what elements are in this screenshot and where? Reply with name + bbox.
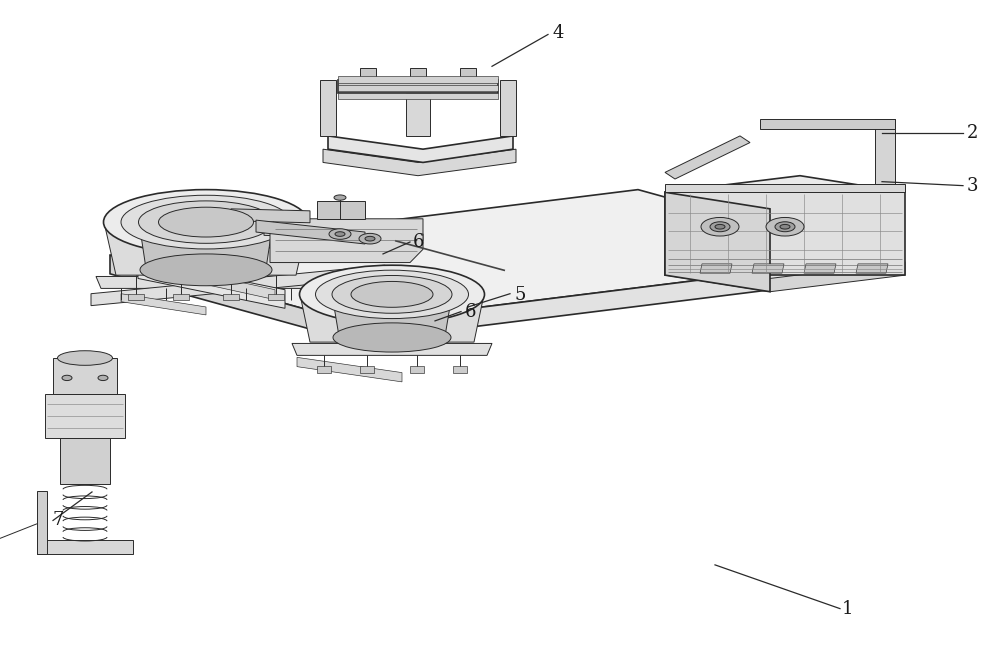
Polygon shape bbox=[460, 68, 476, 80]
Ellipse shape bbox=[365, 237, 375, 241]
Ellipse shape bbox=[104, 190, 308, 255]
Polygon shape bbox=[110, 255, 355, 341]
Ellipse shape bbox=[121, 195, 291, 249]
Text: 2: 2 bbox=[966, 123, 978, 142]
Ellipse shape bbox=[62, 375, 72, 381]
Polygon shape bbox=[37, 540, 133, 554]
Polygon shape bbox=[60, 438, 110, 484]
Polygon shape bbox=[231, 209, 310, 223]
Polygon shape bbox=[297, 357, 402, 382]
Ellipse shape bbox=[333, 323, 451, 352]
Ellipse shape bbox=[335, 232, 345, 236]
FancyBboxPatch shape bbox=[173, 294, 189, 300]
Ellipse shape bbox=[701, 217, 739, 236]
Ellipse shape bbox=[780, 224, 790, 229]
Polygon shape bbox=[332, 294, 452, 336]
Polygon shape bbox=[338, 93, 498, 99]
Ellipse shape bbox=[316, 270, 468, 318]
Polygon shape bbox=[355, 257, 883, 341]
Ellipse shape bbox=[58, 351, 112, 365]
Polygon shape bbox=[406, 93, 430, 136]
Ellipse shape bbox=[138, 201, 274, 243]
Polygon shape bbox=[139, 222, 273, 269]
Polygon shape bbox=[410, 68, 426, 80]
FancyBboxPatch shape bbox=[360, 366, 374, 373]
Ellipse shape bbox=[332, 275, 452, 313]
Polygon shape bbox=[256, 220, 365, 244]
Polygon shape bbox=[91, 265, 385, 306]
Polygon shape bbox=[700, 264, 732, 273]
Text: 6: 6 bbox=[412, 233, 424, 251]
Polygon shape bbox=[752, 264, 784, 273]
FancyBboxPatch shape bbox=[223, 294, 239, 300]
FancyBboxPatch shape bbox=[453, 366, 467, 373]
Ellipse shape bbox=[158, 207, 254, 237]
FancyBboxPatch shape bbox=[317, 366, 331, 373]
Text: 6: 6 bbox=[464, 302, 476, 321]
Polygon shape bbox=[360, 68, 376, 80]
Ellipse shape bbox=[359, 233, 381, 244]
Polygon shape bbox=[292, 343, 492, 355]
Polygon shape bbox=[875, 119, 895, 184]
Polygon shape bbox=[665, 192, 770, 292]
Ellipse shape bbox=[710, 221, 730, 232]
Polygon shape bbox=[148, 262, 275, 300]
Polygon shape bbox=[104, 222, 308, 275]
Ellipse shape bbox=[140, 254, 272, 286]
Polygon shape bbox=[121, 294, 206, 315]
Polygon shape bbox=[37, 491, 47, 554]
Polygon shape bbox=[45, 394, 125, 438]
Ellipse shape bbox=[329, 229, 351, 239]
Polygon shape bbox=[665, 176, 905, 209]
Polygon shape bbox=[138, 260, 285, 308]
FancyBboxPatch shape bbox=[128, 294, 144, 300]
Ellipse shape bbox=[334, 195, 346, 200]
Polygon shape bbox=[53, 358, 117, 394]
Polygon shape bbox=[317, 201, 365, 219]
Polygon shape bbox=[270, 219, 423, 263]
Polygon shape bbox=[96, 276, 316, 288]
Ellipse shape bbox=[300, 265, 484, 324]
Polygon shape bbox=[338, 80, 498, 93]
Polygon shape bbox=[665, 192, 905, 275]
Polygon shape bbox=[500, 80, 516, 136]
Ellipse shape bbox=[715, 224, 725, 229]
Text: 3: 3 bbox=[966, 176, 978, 195]
Polygon shape bbox=[300, 294, 484, 342]
Polygon shape bbox=[338, 85, 498, 91]
Ellipse shape bbox=[351, 281, 433, 307]
Polygon shape bbox=[804, 264, 836, 273]
Polygon shape bbox=[665, 184, 905, 192]
Text: 5: 5 bbox=[514, 286, 526, 304]
Text: 7: 7 bbox=[52, 511, 64, 530]
Ellipse shape bbox=[766, 217, 804, 236]
FancyBboxPatch shape bbox=[268, 294, 284, 300]
Polygon shape bbox=[323, 149, 516, 176]
Text: 4: 4 bbox=[552, 24, 564, 42]
Text: 1: 1 bbox=[842, 599, 854, 618]
Polygon shape bbox=[110, 190, 883, 323]
Polygon shape bbox=[264, 229, 423, 241]
Polygon shape bbox=[665, 262, 905, 292]
Ellipse shape bbox=[98, 375, 108, 381]
Polygon shape bbox=[338, 76, 498, 83]
Polygon shape bbox=[320, 80, 336, 136]
Ellipse shape bbox=[775, 221, 795, 232]
Polygon shape bbox=[328, 136, 513, 162]
Polygon shape bbox=[665, 136, 750, 179]
Polygon shape bbox=[856, 264, 888, 273]
FancyBboxPatch shape bbox=[410, 366, 424, 373]
Polygon shape bbox=[760, 119, 895, 129]
